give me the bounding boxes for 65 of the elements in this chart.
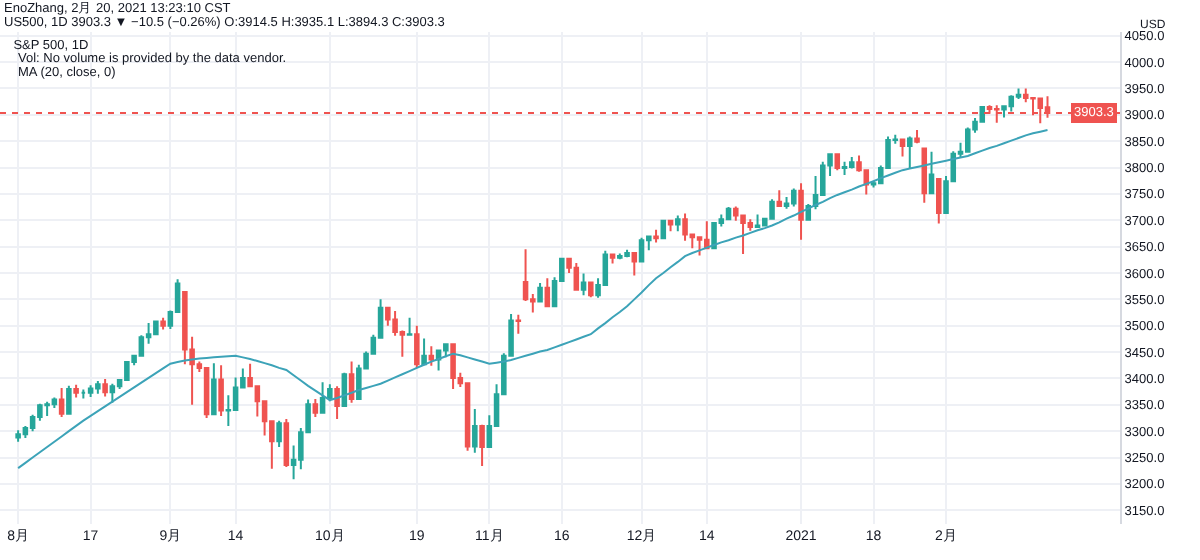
candlestick [907,135,913,171]
candlestick [740,214,746,255]
candlestick [218,364,224,417]
candlestick [211,362,217,416]
candlestick [472,408,478,454]
candlestick [638,236,645,263]
candlestick [617,252,623,261]
candlestick [102,377,108,398]
candlestick [124,360,130,382]
candlestick [406,316,413,337]
candlestick [899,138,906,158]
candlestick [44,400,50,417]
candlestick [588,280,594,299]
candlestick [80,388,87,400]
candlestick [428,345,435,367]
candlestick [653,228,659,244]
candlestick [631,250,638,277]
candlestick [160,316,166,331]
candlestick [109,382,116,404]
candlestick [834,153,841,172]
candlestick [914,129,920,145]
candlestick [667,219,674,233]
candlestick [769,198,775,220]
candlestick [841,160,848,176]
candlestick [334,385,340,421]
candlestick [51,396,58,409]
candlestick [319,381,326,414]
line-series [17,129,1049,470]
candlestick [153,319,159,336]
candlestick [754,213,761,229]
candlestick [15,429,21,443]
candlestick [203,366,210,419]
candlestick [580,272,587,297]
candlestick [58,386,65,418]
candlestick [783,196,790,210]
candlestick [421,337,427,366]
candlestick [573,261,580,292]
candlestick [704,220,710,250]
candlestick [936,178,942,225]
candlestick [479,423,485,467]
candlestick [87,384,94,398]
candlestick [1008,94,1015,113]
candlestick [675,214,681,233]
candlestick [682,212,688,242]
candlestick [624,248,630,259]
candlestick [414,324,420,369]
candlestick [312,398,319,418]
candlestick [798,182,804,241]
candlestick [515,313,522,335]
candlestick [283,418,290,469]
candlestick [95,380,101,395]
candlestick [849,155,855,170]
candlestick [537,282,543,303]
candlestick [711,221,717,250]
candlestick [73,383,79,399]
candlestick [776,189,783,208]
candlestick [965,126,971,153]
candlestick [66,384,72,415]
candlestick [544,277,551,308]
candlestick [348,360,355,404]
candlestick [928,150,935,195]
candlestick [791,187,797,208]
candlestick [450,343,456,390]
candlestick [609,253,616,265]
candlestick [276,419,282,448]
